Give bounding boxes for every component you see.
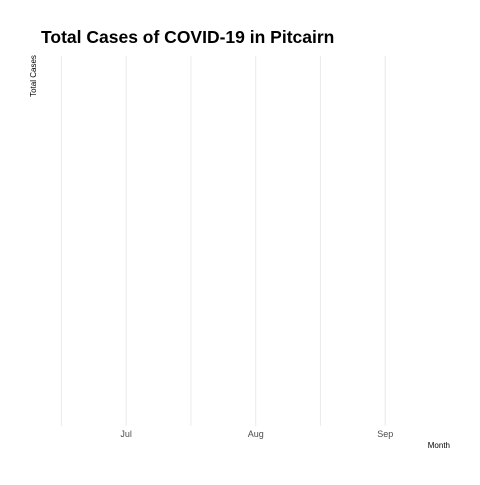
y-axis-label: Total Cases — [29, 55, 38, 97]
x-tick-labels: Jul Aug Sep — [120, 429, 393, 439]
x-tick-label-jul: Jul — [120, 429, 132, 439]
x-tick-label-sep: Sep — [377, 429, 393, 439]
x-tick-label-aug: Aug — [248, 429, 264, 439]
chart-title: Total Cases of COVID-19 in Pitcairn — [41, 27, 334, 47]
grid-layer — [60, 56, 386, 426]
x-axis-label: Month — [428, 441, 450, 450]
